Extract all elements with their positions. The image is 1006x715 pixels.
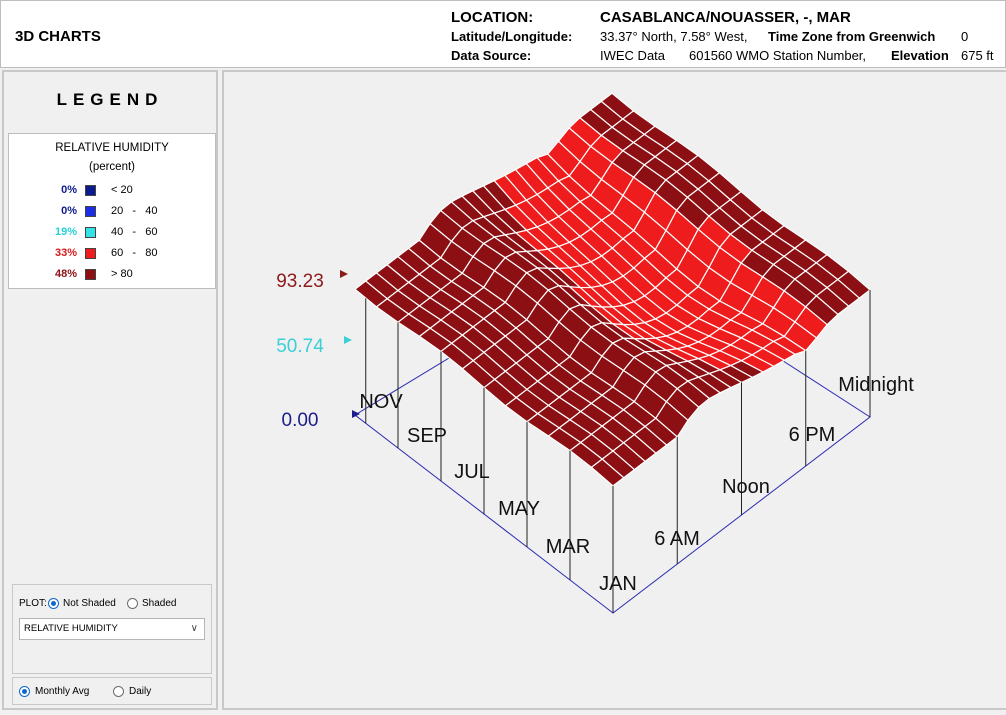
month-axis-label: SEP [407,425,447,447]
legend-swatch [85,227,96,238]
legend-row: 19% 40 - 60 [9,226,215,242]
legend-range: 60 - 80 [111,247,158,259]
left-panel: LEGEND RELATIVE HUMIDITY (percent) 0% < 2… [2,70,218,710]
legend-swatch [85,185,96,196]
shaded-label[interactable]: Shaded [142,598,177,609]
hour-axis-label: 6 AM [654,528,700,550]
plot-controls: PLOT: Not Shaded Shaded RELATIVE HUMIDIT… [12,584,212,674]
legend-unit: (percent) [88,161,136,173]
timezone-label: Time Zone from Greenwich [768,29,936,44]
month-axis-label: NOV [359,391,403,413]
variable-select-value: RELATIVE HUMIDITY [24,623,118,634]
latlon-value: 33.37° North, 7.58° West, [600,29,748,44]
month-axis-label: MAY [498,498,540,520]
daily-label[interactable]: Daily [129,686,152,697]
legend-row: 48% > 80 [9,268,215,284]
legend-percent: 0% [61,205,77,217]
legend-box: RELATIVE HUMIDITY (percent) 0% < 20 0% 20 -… [8,133,216,289]
timezone-value: 0 [961,29,969,44]
legend-row: 33% 60 - 80 [9,247,215,263]
app-title: 3D CHARTS [15,28,101,45]
legend-swatch [85,269,96,280]
location-name: CASABLANCA/NOUASSER, -, MAR [600,9,851,26]
monthly-avg-radio[interactable] [19,686,30,697]
z-axis-marker [344,336,352,344]
z-axis-marker [340,270,348,278]
station-value: 601560 WMO Station Number, [689,48,867,63]
variable-select[interactable]: RELATIVE HUMIDITY ∨ [19,618,205,640]
location-label: LOCATION: [451,9,534,26]
not-shaded-radio[interactable] [48,598,59,609]
source-label: Data Source: [451,48,532,63]
z-axis-label: 0.00 [282,410,319,431]
legend-title: LEGEND [56,90,164,109]
chevron-down-icon: ∨ [190,623,198,634]
period-controls: Monthly Avg Daily [12,677,212,705]
source-value: IWEC Data [600,48,666,63]
legend-row: 0% 20 - 40 [9,205,215,221]
elevation-value: 675 ft [961,48,994,63]
z-axis-label: 93.23 [276,271,324,292]
monthly-avg-label[interactable]: Monthly Avg [35,686,90,697]
legend-range: 40 - 60 [111,226,158,238]
shaded-radio[interactable] [127,598,138,609]
month-axis-label: JAN [599,573,637,595]
plot-label: PLOT: [19,598,47,609]
legend-percent: 33% [54,247,77,259]
daily-radio[interactable] [113,686,124,697]
legend-percent: 19% [54,226,77,238]
legend-swatch [85,206,96,217]
legend-swatch [85,248,96,259]
month-axis-label: MAR [546,536,590,558]
legend-percent: 48% [54,268,77,280]
legend-percent: 0% [61,184,77,196]
elevation-label: Elevation [891,48,949,63]
not-shaded-label[interactable]: Not Shaded [63,598,116,609]
z-axis-label: 50.74 [276,336,324,357]
legend-variable: RELATIVE HUMIDITY [55,142,169,154]
z-axis-marker [352,410,360,418]
header-bar: 3D CHARTS LOCATION: CASABLANCA/NOUASSER,… [0,0,1006,68]
legend-row: 0% < 20 [9,184,215,200]
legend-range: > 80 [111,268,133,280]
hour-axis-label: Noon [722,476,770,498]
legend-range: < 20 [111,184,133,196]
hour-axis-label: Midnight [838,374,914,396]
hour-axis-label: 6 PM [789,424,836,446]
month-axis-label: JUL [454,461,490,483]
legend-range: 20 - 40 [111,205,158,217]
latlon-label: Latitude/Longitude: [451,29,573,44]
surface-cell [590,458,625,487]
